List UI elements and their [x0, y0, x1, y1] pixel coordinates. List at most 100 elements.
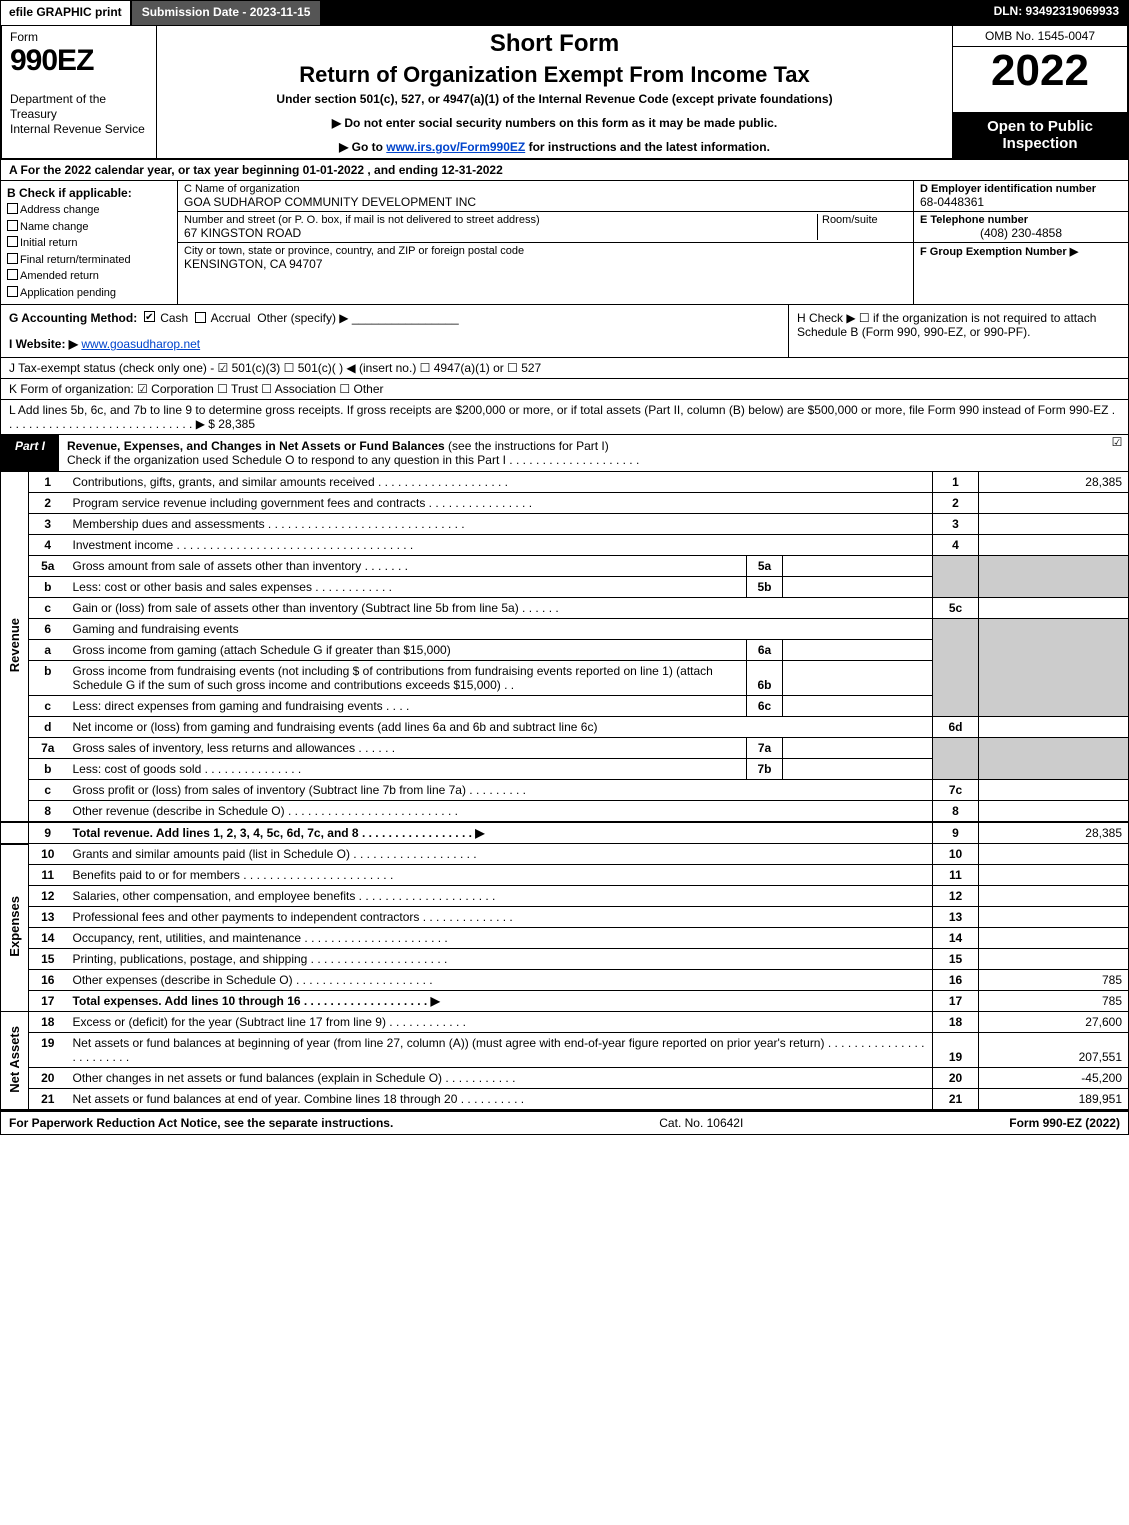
l16-amtnum: 16: [933, 970, 979, 991]
l17-amtnum: 17: [933, 991, 979, 1012]
d-value: 68-0448361: [920, 195, 1122, 209]
g-cash: Cash: [160, 311, 188, 325]
b-initial-return[interactable]: Initial return: [7, 235, 171, 252]
b-final-return[interactable]: Final return/terminated: [7, 252, 171, 269]
l7c-amtnum: 7c: [933, 780, 979, 801]
directive-pre: ▶ Go to: [339, 140, 386, 154]
footer: For Paperwork Reduction Act Notice, see …: [0, 1110, 1129, 1135]
l17-desc: Total expenses. Add lines 10 through 16 …: [67, 991, 933, 1012]
website-link[interactable]: www.goasudharop.net: [81, 337, 200, 351]
g-label: G Accounting Method:: [9, 311, 137, 325]
l7c-num: c: [29, 780, 67, 801]
efile-graphic-print[interactable]: efile GRAPHIC print: [0, 0, 131, 26]
part1-note: (see the instructions for Part I): [445, 439, 609, 453]
l7c-amt: [979, 780, 1129, 801]
b-address-change[interactable]: Address change: [7, 202, 171, 219]
e-value: (408) 230-4858: [920, 226, 1122, 240]
line-6: 6 Gaming and fundraising events: [1, 619, 1129, 640]
l19-amtnum: 19: [933, 1033, 979, 1068]
l5a-subval: [783, 556, 933, 577]
l6d-num: d: [29, 717, 67, 738]
l8-desc: Other revenue (describe in Schedule O) .…: [67, 801, 933, 823]
l19-num: 19: [29, 1033, 67, 1068]
l3-desc: Membership dues and assessments . . . . …: [67, 514, 933, 535]
submission-date: Submission Date - 2023-11-15: [131, 0, 322, 26]
b-item-0: Address change: [20, 204, 100, 216]
part1-checkbox[interactable]: ☑: [1106, 435, 1128, 471]
c-street-box: Number and street (or P. O. box, if mail…: [177, 212, 913, 243]
l7ab-shade: [933, 738, 979, 780]
l15-desc: Printing, publications, postage, and shi…: [67, 949, 933, 970]
section-c: C Name of organization GOA SUDHAROP COMM…: [177, 181, 913, 304]
l6-num: 6: [29, 619, 67, 640]
l21-amt: 189,951: [979, 1089, 1129, 1110]
l19-desc: Net assets or fund balances at beginning…: [67, 1033, 933, 1068]
c-city-box: City or town, state or province, country…: [177, 243, 913, 304]
d-ein: D Employer identification number 68-0448…: [914, 181, 1128, 212]
b-item-4: Amended return: [20, 270, 99, 282]
l6b-desc: Gross income from fundraising events (no…: [67, 661, 747, 696]
l20-desc: Other changes in net assets or fund bala…: [67, 1068, 933, 1089]
l18-amtnum: 18: [933, 1012, 979, 1033]
row-g-h: G Accounting Method: Cash Accrual Other …: [0, 305, 1129, 358]
l1-amtnum: 1: [933, 472, 979, 493]
side-label-revenue: Revenue: [1, 472, 29, 822]
l16-amt: 785: [979, 970, 1129, 991]
l9-desc: Total revenue. Add lines 1, 2, 3, 4, 5c,…: [67, 822, 933, 844]
side-label-netassets: Net Assets: [1, 1012, 29, 1110]
line-8: 8 Other revenue (describe in Schedule O)…: [1, 801, 1129, 823]
l6a-num: a: [29, 640, 67, 661]
b-name-change[interactable]: Name change: [7, 219, 171, 236]
department: Department of the Treasury Internal Reve…: [10, 92, 150, 137]
line-13: 13 Professional fees and other payments …: [1, 907, 1129, 928]
line-4: 4 Investment income . . . . . . . . . . …: [1, 535, 1129, 556]
footer-right: Form 990-EZ (2022): [1009, 1116, 1120, 1130]
line-3: 3 Membership dues and assessments . . . …: [1, 514, 1129, 535]
l5a-desc: Gross amount from sale of assets other t…: [67, 556, 747, 577]
b-item-3: Final return/terminated: [20, 254, 131, 266]
row-h: H Check ▶ ☐ if the organization is not r…: [788, 305, 1128, 357]
l7b-subval: [783, 759, 933, 780]
omb-number: OMB No. 1545-0047: [953, 26, 1127, 47]
l18-amt: 27,600: [979, 1012, 1129, 1033]
l17-num: 17: [29, 991, 67, 1012]
line-16: 16 Other expenses (describe in Schedule …: [1, 970, 1129, 991]
irs-link[interactable]: www.irs.gov/Form990EZ: [386, 140, 525, 154]
l6b-subval: [783, 661, 933, 696]
part1-header: Part I Revenue, Expenses, and Changes in…: [0, 435, 1129, 472]
l6d-amt: [979, 717, 1129, 738]
l15-amtnum: 15: [933, 949, 979, 970]
line-18: Net Assets 18 Excess or (deficit) for th…: [1, 1012, 1129, 1033]
l20-amtnum: 20: [933, 1068, 979, 1089]
b-item-2: Initial return: [20, 237, 77, 249]
part1-title-text: Revenue, Expenses, and Changes in Net As…: [67, 439, 445, 453]
f-group-exemption: F Group Exemption Number ▶: [914, 243, 1128, 304]
line-7c: c Gross profit or (loss) from sales of i…: [1, 780, 1129, 801]
header-col2: Short Form Return of Organization Exempt…: [157, 26, 952, 158]
l5b-desc: Less: cost or other basis and sales expe…: [67, 577, 747, 598]
c-name-value: GOA SUDHAROP COMMUNITY DEVELOPMENT INC: [184, 195, 907, 209]
l10-desc: Grants and similar amounts paid (list in…: [67, 844, 933, 865]
l6b-num: b: [29, 661, 67, 696]
l7a-sub: 7a: [747, 738, 783, 759]
l6a-desc: Gross income from gaming (attach Schedul…: [67, 640, 747, 661]
g-cash-checkbox[interactable]: [144, 311, 155, 322]
row-a-calendar-year: A For the 2022 calendar year, or tax yea…: [0, 160, 1129, 181]
l7c-desc: Gross profit or (loss) from sales of inv…: [67, 780, 933, 801]
l13-desc: Professional fees and other payments to …: [67, 907, 933, 928]
l10-num: 10: [29, 844, 67, 865]
l14-desc: Occupancy, rent, utilities, and maintena…: [67, 928, 933, 949]
g-accrual-checkbox[interactable]: [195, 312, 206, 323]
b-amended-return[interactable]: Amended return: [7, 268, 171, 285]
c-street-value: 67 KINGSTON ROAD: [184, 226, 817, 240]
line-11: 11 Benefits paid to or for members . . .…: [1, 865, 1129, 886]
l5b-subval: [783, 577, 933, 598]
l8-amtnum: 8: [933, 801, 979, 823]
c-room-label: Room/suite: [822, 214, 907, 226]
l5a-sub: 5a: [747, 556, 783, 577]
l6a-sub: 6a: [747, 640, 783, 661]
b-application-pending[interactable]: Application pending: [7, 285, 171, 302]
e-label: E Telephone number: [920, 214, 1122, 226]
l15-num: 15: [29, 949, 67, 970]
line-9: 9 Total revenue. Add lines 1, 2, 3, 4, 5…: [1, 822, 1129, 844]
